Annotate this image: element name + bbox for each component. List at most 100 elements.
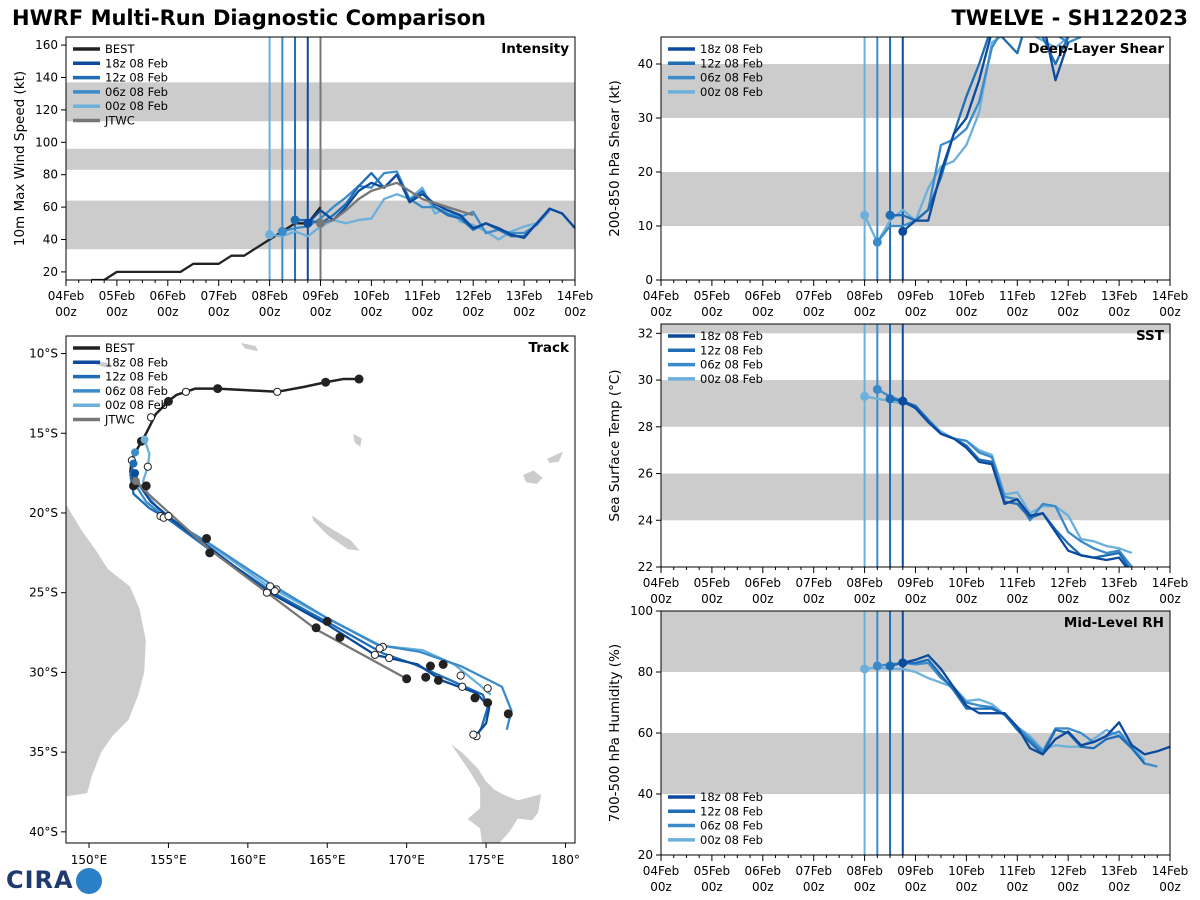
y-tick-label: 80 — [638, 665, 653, 679]
x-tick-label: 08Feb — [846, 289, 883, 303]
x-tick-label: 14Feb — [1152, 864, 1189, 878]
x-tick-label: 170°E — [388, 853, 425, 867]
logo-text: CIRA — [6, 866, 74, 894]
y-tick-label: 80 — [43, 168, 58, 182]
x-tick-label: 00z — [55, 305, 77, 319]
y-tick-label: 100 — [35, 135, 58, 149]
x-tick-label: 05Feb — [694, 864, 731, 878]
x-tick-label: 150°E — [71, 853, 108, 867]
legend-entry: 06z 08 Feb — [73, 384, 168, 398]
track-marker — [438, 659, 448, 669]
y-tick-label: 32 — [638, 326, 653, 340]
y-tick-label: 10°S — [29, 347, 58, 361]
y-tick-label: 35°S — [29, 745, 58, 759]
intensity-plot-area — [66, 37, 575, 280]
x-tick-label: 13Feb — [506, 289, 543, 303]
x-tick-label: 00z — [208, 305, 230, 319]
track-marker — [354, 374, 364, 384]
x-tick-label: 12Feb — [1050, 576, 1087, 590]
track-marker — [265, 582, 275, 591]
legend-label: 12z 08 Feb — [700, 56, 763, 70]
y-axis-label: 200-850 hPa Shear (kt) — [607, 80, 623, 237]
threshold-band — [661, 324, 1170, 334]
track-line-12z-08-feb — [129, 463, 489, 737]
y-tick-label: 60 — [43, 200, 58, 214]
legend-entry: 00z 08 Feb — [668, 372, 763, 386]
track-marker — [385, 653, 394, 663]
globe-icon — [75, 868, 102, 894]
panel-frame — [660, 323, 1171, 568]
x-tick-label: 00z — [1007, 305, 1029, 319]
legend-label: 06z 08 Feb — [105, 384, 168, 398]
track-marker — [458, 682, 467, 691]
x-tick-label: 07Feb — [795, 289, 832, 303]
init-marker — [898, 226, 908, 236]
track-marker — [370, 650, 379, 659]
init-marker — [885, 661, 895, 671]
vanua-levu-land — [545, 449, 565, 464]
panel-frame — [65, 36, 576, 281]
y-tick-label: 26 — [638, 467, 653, 481]
panel-title: Track — [529, 340, 570, 356]
init-marker — [898, 396, 908, 406]
x-tick-label: 00z — [1108, 592, 1130, 606]
y-tick-label: 40 — [638, 57, 653, 71]
x-tick-label: 04Feb — [643, 864, 680, 878]
track-marker — [311, 623, 321, 633]
init-marker — [277, 226, 287, 236]
track-marker — [131, 469, 140, 478]
x-tick-label: 08Feb — [846, 576, 883, 590]
track-marker — [141, 481, 151, 491]
legend-label: 00z 08 Feb — [700, 372, 763, 386]
shear-plot-area — [661, 37, 1170, 280]
track-marker — [143, 462, 152, 471]
legend-entry: 00z 08 Feb — [668, 85, 763, 99]
track-marker — [213, 384, 223, 394]
threshold-band — [661, 172, 1170, 226]
x-tick-label: 00z — [956, 305, 978, 319]
legend-entry: 12z 08 Feb — [73, 71, 168, 85]
init-marker — [860, 391, 870, 401]
x-tick-label: 00z — [650, 880, 672, 894]
legend-label: JTWC — [104, 114, 135, 128]
panel-frame — [660, 610, 1171, 856]
legend-entry: JTWC — [73, 114, 135, 128]
init-marker — [885, 210, 895, 220]
x-tick-label: 00z — [1159, 880, 1181, 894]
x-tick-label: 12Feb — [1050, 289, 1087, 303]
track-panel: 150°E 155°E 160°E 165°E 170°E 175°E 180° 10°S 15… — [29, 335, 580, 867]
x-tick-label: 00z — [854, 305, 876, 319]
y-tick-label: 100 — [630, 604, 653, 618]
legend-entry: 12z 08 Feb — [73, 370, 168, 384]
x-tick-label: 13Feb — [1101, 289, 1138, 303]
y-tick-label: 20 — [43, 265, 58, 279]
x-tick-label: 00z — [259, 305, 281, 319]
x-tick-label: 07Feb — [795, 864, 832, 878]
x-tick-label: 00z — [106, 305, 128, 319]
x-tick-label: 00z — [310, 305, 332, 319]
x-tick-label: 06Feb — [745, 576, 782, 590]
x-tick-label: 00z — [905, 592, 927, 606]
x-tick-label: 06Feb — [150, 289, 187, 303]
legend-label: BEST — [105, 341, 135, 355]
y-tick-label: 140 — [35, 71, 58, 85]
legend-entry: 06z 08 Feb — [668, 358, 763, 372]
track-marker — [335, 632, 345, 642]
x-tick-label: 00z — [650, 305, 672, 319]
init-marker — [265, 230, 275, 240]
threshold-band — [661, 380, 1170, 427]
init-marker — [872, 661, 882, 671]
vanuatu-land — [352, 432, 363, 449]
x-tick-label: 00z — [157, 305, 179, 319]
x-tick-label: 00z — [905, 880, 927, 894]
track-marker — [503, 709, 513, 719]
y-tick-label: 20°S — [29, 506, 58, 520]
series-line-00z-08-feb — [269, 186, 538, 241]
x-tick-label: 160°E — [230, 853, 267, 867]
x-tick-label: 00z — [905, 305, 927, 319]
y-tick-label: 25°S — [29, 586, 58, 600]
y-tick-label: 60 — [638, 726, 653, 740]
y-axis-label: Sea Surface Temp (°C) — [607, 369, 623, 521]
track-marker — [483, 684, 492, 693]
